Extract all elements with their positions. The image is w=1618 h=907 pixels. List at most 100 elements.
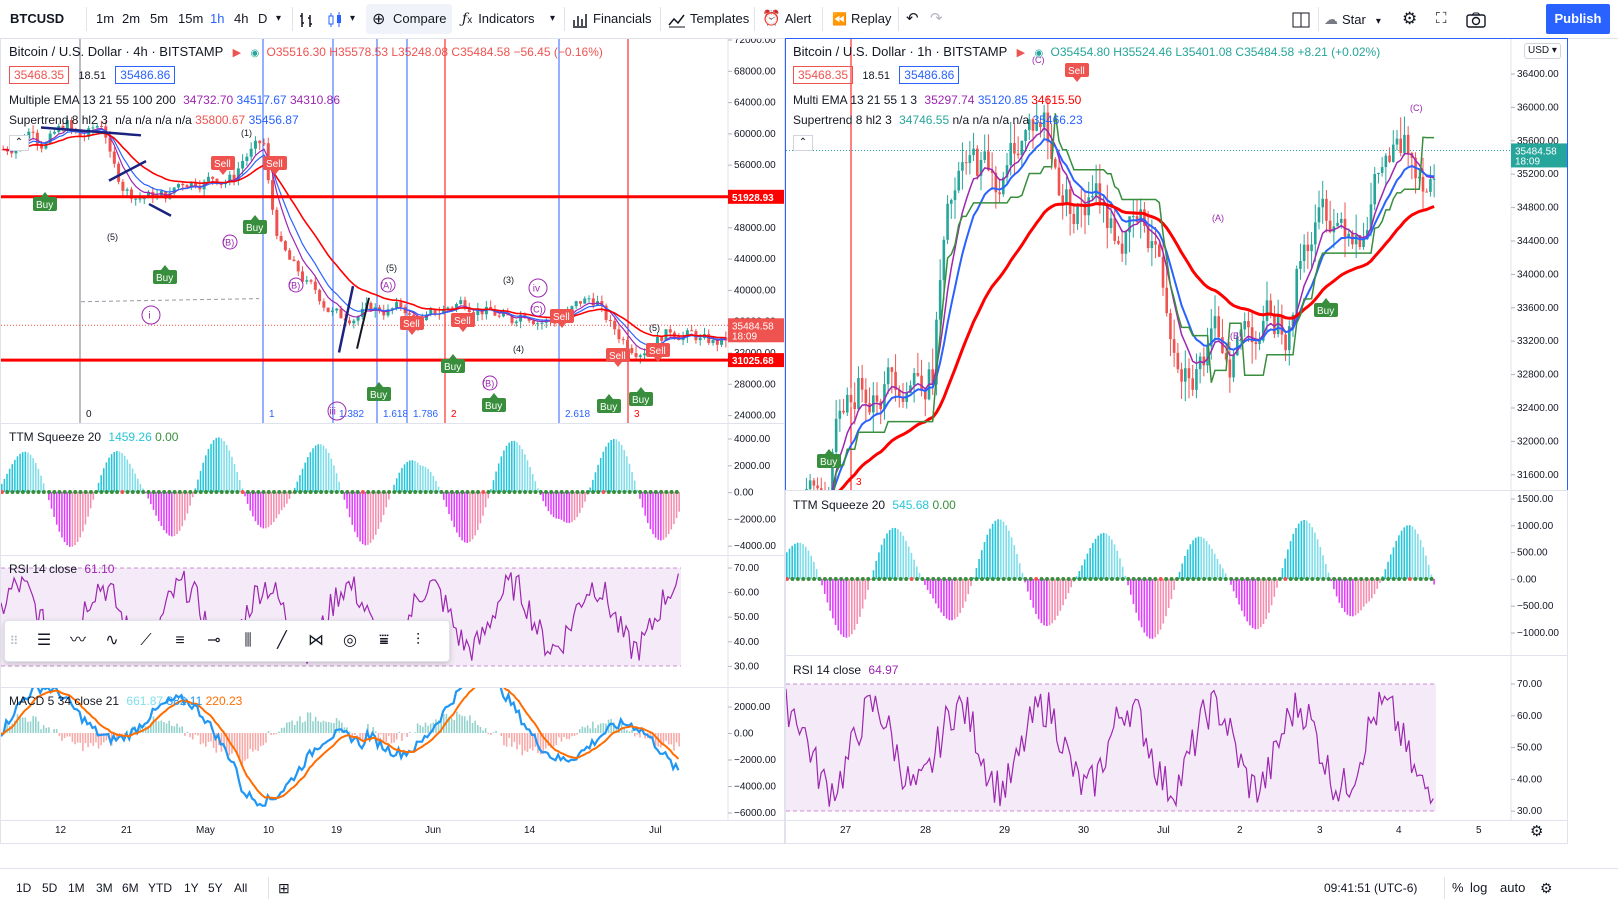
financials-button[interactable]: Financials (572, 0, 652, 38)
gear-icon[interactable]: ⚙ (1530, 822, 1543, 840)
layout-icon[interactable] (1292, 0, 1310, 38)
fullscreen-icon[interactable]: ⛶ (1436, 0, 1447, 38)
timeframe-D[interactable]: D (258, 0, 267, 38)
publish-button[interactable]: Publish (1546, 4, 1610, 34)
abc-wave-icon[interactable]: ∿ (99, 629, 125, 653)
range-ytd[interactable]: YTD (148, 869, 172, 907)
collapse-legend-icon[interactable]: ⌃ (9, 135, 29, 151)
range-1y[interactable]: 1Y (184, 869, 199, 907)
price-range-icon[interactable]: ⫼ (235, 629, 261, 653)
range-3m[interactable]: 3M (96, 869, 113, 907)
undo-icon[interactable]: ↶ (906, 0, 919, 38)
star-button[interactable]: ☁Star▾ (1324, 0, 1381, 38)
templates-button[interactable]: Templates (668, 0, 749, 38)
elliott-wave-icon[interactable]: 〰 (65, 629, 91, 653)
camera-icon[interactable] (1466, 0, 1486, 38)
settings-icon[interactable]: ⚙ (1540, 869, 1553, 907)
squeeze-dot (1321, 577, 1325, 581)
compare-button[interactable]: ⊕ Compare (366, 4, 452, 34)
timeframe-15m[interactable]: 15m (178, 0, 203, 38)
bid-price[interactable]: 35468.35 (9, 66, 69, 84)
range-5d[interactable]: 5D (42, 869, 57, 907)
horizontal-ray-icon[interactable]: ⊸ (201, 629, 227, 653)
ttm-bar (1111, 539, 1113, 579)
ttm-bar (213, 440, 215, 492)
left-ema-legend[interactable]: Multiple EMA 13 21 55 100 200 34732.70 3… (9, 93, 340, 107)
ttm-bar (93, 492, 95, 500)
range-6m[interactable]: 6M (122, 869, 139, 907)
clock-time[interactable]: 09:41:51 (UTC-6) (1324, 869, 1417, 907)
ask-price[interactable]: 35486.86 (899, 66, 959, 84)
goto-date-icon[interactable]: ⊞ (278, 869, 290, 907)
timeframe-4h[interactable]: 4h (234, 0, 248, 38)
range-1d[interactable]: 1D (16, 869, 31, 907)
right-ema-legend[interactable]: Multi EMA 13 21 55 1 3 35297.74 35120.85… (793, 93, 1081, 107)
squeeze-dot (507, 490, 511, 494)
horizontal-lines-icon[interactable]: ☰ (31, 629, 57, 653)
line-tool-icon[interactable]: ╱ (269, 629, 295, 653)
gear-icon[interactable]: ⚙ (1402, 0, 1417, 38)
alert-button[interactable]: ⏰Alert (762, 0, 811, 38)
right-ttm-legend[interactable]: TTM Squeeze 20 545.68 0.00 (793, 498, 956, 512)
candle-style-icon[interactable] (326, 0, 344, 38)
ttm-bar (1173, 579, 1175, 590)
timeframe-1m[interactable]: 1m (96, 0, 114, 38)
collapse-legend-icon[interactable]: ⌃ (793, 135, 813, 151)
fib-timezone-icon[interactable]: ⫶ (405, 629, 431, 653)
chevron-down-icon[interactable]: ▾ (350, 0, 355, 38)
timeframe-5m[interactable]: 5m (150, 0, 168, 38)
trend-line-icon[interactable]: ⟋ (133, 629, 159, 653)
left-macd-legend[interactable]: MACD 5 34 close 21 661.87 882.11 220.23 (9, 694, 242, 708)
fib-retracement-icon[interactable]: ≡ (167, 629, 193, 653)
left-supertrend-legend[interactable]: Supertrend 8 hl2 3 n/a n/a n/a n/a 35800… (9, 113, 299, 127)
ask-price[interactable]: 35486.86 (115, 66, 175, 84)
fib-channel-icon[interactable]: ⩸ (371, 629, 397, 653)
price-marker-1: 51928.93 (732, 193, 774, 204)
drawing-toolbar[interactable]: ⠿ ☰ 〰 ∿ ⟋ ≡ ⊸ ⫼ ╱ ⋈ ◎ ⩸ ⫶ (4, 620, 450, 662)
left-ttm-legend[interactable]: TTM Squeeze 20 1459.26 0.00 (9, 430, 178, 444)
flag-icon[interactable]: ▶ (1017, 47, 1025, 59)
candle-body (1125, 232, 1128, 253)
timeframe-2m[interactable]: 2m (122, 0, 140, 38)
chevron-down-icon[interactable]: ▾ (276, 0, 281, 38)
currency-selector[interactable]: USD ▾ (1524, 43, 1561, 59)
squeeze-dot (199, 490, 203, 494)
symbol-search[interactable]: BTCUSD (10, 0, 64, 38)
redo-icon[interactable]: ↷ (930, 0, 943, 38)
left-rsi-legend[interactable]: RSI 14 close 61.10 (9, 562, 114, 576)
fib-spiral-icon[interactable]: ◎ (337, 629, 363, 653)
ttm-bar (153, 492, 155, 510)
range-1m[interactable]: 1M (68, 869, 85, 907)
bar-style-icon[interactable] (298, 0, 316, 38)
replay-button[interactable]: ⏪Replay (832, 0, 891, 38)
flag-icon[interactable]: ▶ (233, 47, 241, 59)
chevron-down-icon[interactable]: ▾ (550, 0, 555, 38)
squeeze-dot (403, 490, 407, 494)
timeframe-1h[interactable]: 1h (210, 0, 224, 38)
range-all[interactable]: All (234, 869, 247, 907)
ttm-bar (448, 492, 450, 514)
percent-toggle[interactable]: % (1452, 869, 1464, 907)
ttm-bar (260, 492, 262, 527)
right-rsi-legend[interactable]: RSI 14 close 64.97 (793, 663, 898, 677)
drag-handle-icon[interactable]: ⠿ (9, 629, 19, 653)
log-toggle[interactable]: log (1470, 869, 1487, 907)
pattern-icon[interactable]: ⋈ (303, 629, 329, 653)
auto-toggle[interactable]: auto (1500, 869, 1525, 907)
bid-price[interactable]: 35468.35 (793, 66, 853, 84)
range-5y[interactable]: 5Y (208, 869, 223, 907)
right-supertrend-legend[interactable]: Supertrend 8 hl2 3 34746.55 n/a n/a n/a … (793, 113, 1083, 127)
macd-hist-bar (660, 733, 662, 747)
separator (86, 7, 87, 31)
